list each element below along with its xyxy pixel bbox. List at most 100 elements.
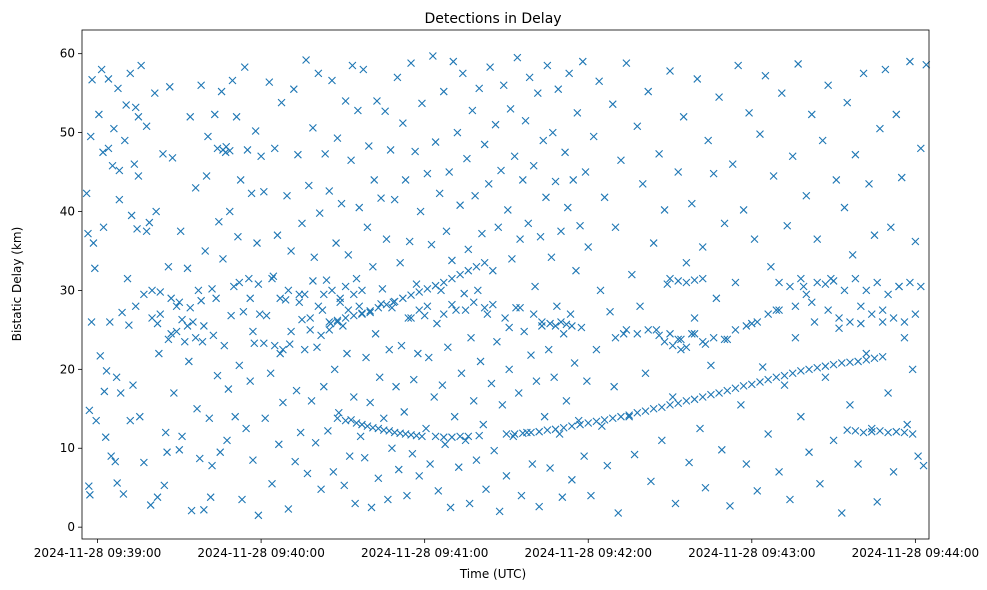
data-point bbox=[484, 179, 493, 188]
data-point bbox=[453, 128, 462, 137]
data-point bbox=[84, 229, 92, 238]
data-point bbox=[347, 415, 355, 424]
data-point bbox=[268, 479, 276, 488]
data-point bbox=[431, 432, 440, 441]
data-point bbox=[450, 412, 459, 421]
data-point bbox=[701, 483, 710, 492]
data-point bbox=[167, 294, 176, 303]
data-point bbox=[726, 501, 734, 510]
data-point bbox=[521, 116, 530, 125]
data-point bbox=[352, 419, 361, 427]
data-point bbox=[606, 307, 614, 316]
data-point bbox=[900, 428, 909, 437]
data-point bbox=[348, 61, 357, 70]
data-point bbox=[671, 499, 680, 508]
data-point bbox=[837, 509, 846, 517]
data-point bbox=[682, 258, 691, 267]
data-point bbox=[438, 381, 447, 390]
data-point bbox=[576, 221, 584, 230]
data-point bbox=[840, 203, 849, 212]
data-point bbox=[441, 440, 450, 449]
data-point bbox=[878, 306, 887, 315]
data-point bbox=[363, 422, 372, 431]
data-point bbox=[178, 315, 186, 324]
data-point bbox=[418, 99, 426, 108]
data-point bbox=[382, 300, 391, 309]
data-point bbox=[189, 318, 197, 326]
data-point bbox=[772, 306, 781, 315]
data-point bbox=[291, 457, 300, 466]
data-point bbox=[306, 314, 315, 322]
data-point bbox=[870, 354, 879, 363]
data-point bbox=[467, 333, 475, 342]
data-point bbox=[668, 341, 677, 350]
data-point bbox=[821, 280, 830, 288]
data-point bbox=[592, 417, 601, 426]
data-point bbox=[279, 398, 287, 407]
data-point bbox=[283, 191, 291, 200]
data-point bbox=[379, 414, 388, 423]
data-point bbox=[788, 152, 797, 161]
data-point bbox=[262, 311, 271, 320]
data-point bbox=[137, 61, 146, 70]
data-point bbox=[152, 207, 161, 216]
data-point bbox=[482, 485, 490, 494]
data-point bbox=[289, 85, 298, 94]
data-point bbox=[690, 314, 699, 322]
data-point bbox=[552, 302, 561, 311]
data-point bbox=[104, 75, 113, 83]
data-point bbox=[287, 247, 295, 255]
data-point bbox=[186, 112, 195, 121]
data-point bbox=[897, 173, 906, 182]
x-axis-label: Time (UTC) bbox=[459, 567, 526, 581]
data-point bbox=[739, 206, 748, 214]
data-point bbox=[531, 282, 539, 291]
data-point bbox=[255, 310, 264, 318]
data-point bbox=[829, 360, 838, 369]
data-point bbox=[428, 52, 437, 60]
data-point bbox=[786, 282, 794, 291]
data-point bbox=[375, 373, 384, 382]
data-markers bbox=[82, 52, 931, 520]
data-point bbox=[709, 333, 718, 342]
data-point bbox=[870, 231, 879, 240]
data-point bbox=[217, 87, 226, 96]
data-point bbox=[641, 369, 650, 378]
data-point bbox=[246, 294, 255, 303]
y-tick-label: 30 bbox=[60, 283, 75, 297]
data-point bbox=[304, 181, 313, 190]
data-point bbox=[269, 272, 278, 281]
y-tick-label: 60 bbox=[60, 47, 75, 61]
data-point bbox=[298, 315, 306, 324]
data-point bbox=[687, 199, 696, 208]
data-point bbox=[205, 414, 214, 423]
data-point bbox=[892, 427, 901, 436]
data-point bbox=[655, 331, 664, 340]
data-point bbox=[543, 61, 552, 70]
data-point bbox=[102, 367, 111, 375]
data-point bbox=[405, 237, 414, 246]
data-point bbox=[685, 458, 693, 467]
data-point bbox=[209, 331, 218, 340]
data-point bbox=[851, 274, 860, 283]
data-point bbox=[690, 276, 699, 285]
data-point bbox=[101, 433, 110, 442]
data-point bbox=[783, 221, 792, 230]
data-point bbox=[454, 463, 463, 472]
data-point bbox=[259, 339, 268, 348]
data-point bbox=[884, 389, 892, 397]
data-point bbox=[135, 412, 144, 421]
data-point bbox=[505, 323, 514, 332]
data-point bbox=[608, 414, 617, 423]
data-point bbox=[715, 389, 723, 397]
data-point bbox=[202, 172, 211, 180]
data-point bbox=[514, 389, 523, 397]
data-point bbox=[690, 395, 699, 404]
data-point bbox=[131, 103, 140, 112]
data-point bbox=[104, 144, 113, 153]
x-tick-label: 2024-11-28 09:42:00 bbox=[525, 546, 652, 560]
data-point bbox=[349, 311, 358, 320]
y-axis: 0 10 20 30 40 50 60 bbox=[60, 47, 82, 534]
data-point bbox=[577, 323, 586, 332]
data-point bbox=[352, 274, 361, 283]
